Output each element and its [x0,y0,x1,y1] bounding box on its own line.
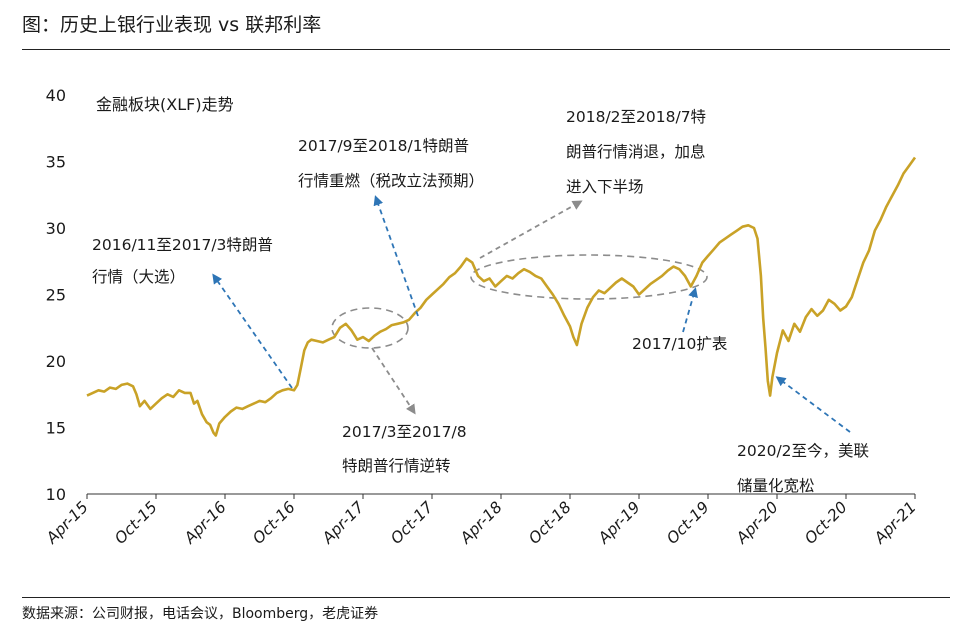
x-tick-label: Apr-20 [732,498,782,548]
arrow-2017-balance-sheet [682,287,698,333]
arrow-2020-qe [775,376,851,433]
annotation-line: 朗普行情消退，加息 [566,143,706,161]
xlf-series-line [86,156,917,437]
annotation-line: 进入下半场 [566,178,644,196]
annotation-text: 2016/11至2017/3特朗普 行情（大选） 2017/9至2018/1特朗… [92,108,874,495]
annotation-line: 2017/3至2017/8 [342,423,467,441]
x-tick-label: Apr-15 [42,498,92,548]
x-tick-label: Apr-19 [594,498,644,548]
annotation-ellipses [331,254,708,349]
x-tick-label: Oct-18 [525,498,575,548]
x-tick-label: Oct-19 [663,498,713,548]
y-tick-label: 30 [46,219,66,238]
ellipse-2018-feb-jul [470,254,708,300]
annotation-2017-balance-sheet: 2017/10扩表 [632,335,727,353]
y-tick-label: 10 [46,485,66,504]
arrow-2018-rate-hike [479,200,583,259]
y-tick-label: 15 [46,419,66,438]
annotation-line: 储量化宽松 [737,477,815,495]
footer-divider [22,597,950,598]
x-tick-label: Oct-15 [111,498,161,548]
y-tick-label: 35 [46,153,66,172]
annotation-2018-rate-hike: 2018/2至2018/7特 朗普行情消退，加息 进入下半场 [566,108,711,196]
x-tick-label: Oct-17 [387,498,437,548]
x-tick-label: Oct-20 [801,498,851,548]
ellipse-2017-mar-aug [331,307,409,349]
y-tick-label: 40 [46,86,66,105]
source-note: 数据来源：公司财报，电话会议，Bloomberg，老虎证券 [22,606,379,622]
annotation-line: 2017/10扩表 [632,335,727,353]
annotation-line: 行情（大选） [92,268,185,286]
annotation-2020-qe: 2020/2至今，美联 储量化宽松 [737,442,874,495]
x-tick-label: Apr-17 [318,498,368,548]
annotation-line: 2017/9至2018/1特朗普 [298,137,469,155]
y-tick-label: 25 [46,286,66,305]
annotation-2017-reversal: 2017/3至2017/8 特朗普行情逆转 [342,423,472,475]
annotation-2017-tax-reform: 2017/9至2018/1特朗普 行情重燃（税改立法预期） [298,137,484,190]
x-tick-label: Oct-16 [249,498,299,548]
annotation-line: 2020/2至今，美联 [737,442,869,460]
arrow-2016-election [212,273,293,389]
annotation-line: 行情重燃（税改立法预期） [298,172,484,190]
arrow-2017-tax-reform [373,195,419,317]
series-label: 金融板块(XLF)走势 [96,95,234,114]
x-tick-label: Apr-18 [456,498,506,548]
chart-title: 图：历史上银行业表现 vs 联邦利率 [22,14,322,36]
x-tick-label: Apr-21 [870,498,920,548]
xlf-line-chart: 10 15 20 25 30 35 40 Apr-15 Oct-15 Apr-16 Oct-16 Ap… [42,86,920,548]
annotation-line: 特朗普行情逆转 [342,457,451,475]
x-tick-label: Apr-16 [180,498,230,548]
annotation-arrows [212,195,851,433]
arrow-2017-reversal [371,347,416,415]
annotation-line: 2016/11至2017/3特朗普 [92,236,273,254]
title-divider [22,49,950,50]
annotation-2016-election: 2016/11至2017/3特朗普 行情（大选） [92,236,278,286]
annotation-line: 2018/2至2018/7特 [566,108,706,126]
y-tick-label: 20 [46,352,66,371]
